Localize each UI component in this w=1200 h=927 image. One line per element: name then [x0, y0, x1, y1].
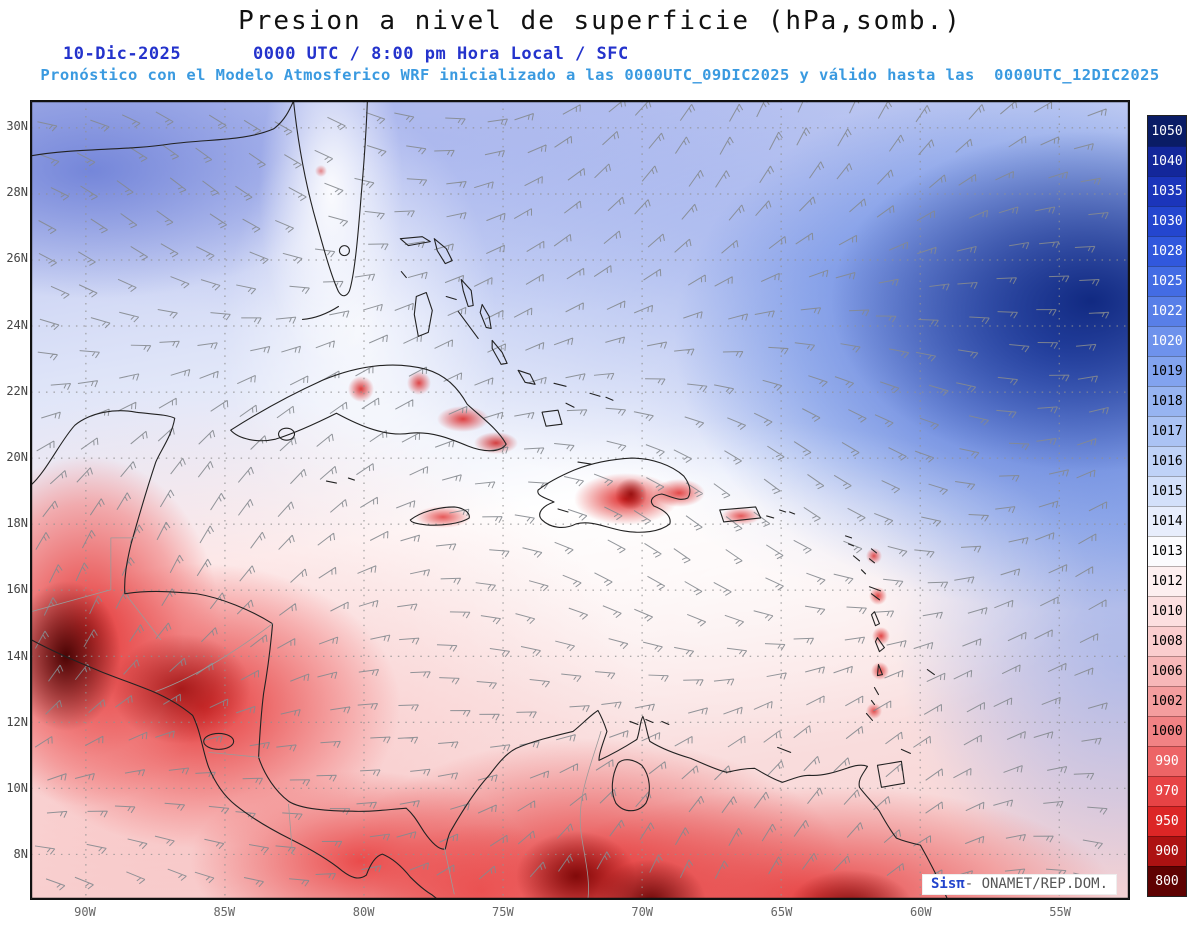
colorbar-level: 1025: [1148, 266, 1186, 296]
lat-label: 12N: [6, 714, 28, 729]
colorbar-level: 1014: [1148, 506, 1186, 536]
coastline-cayman-islands: [325, 477, 355, 484]
lon-label: 65W: [770, 905, 793, 919]
colorbar-level: 1028: [1148, 236, 1186, 266]
valid-datetime-line: 10-Dic-2025 0000 UTC / 8:00 pm Hora Loca…: [0, 44, 1200, 64]
colorbar-level: 1022: [1148, 296, 1186, 326]
lat-label: 20N: [6, 450, 28, 464]
lon-label: 85W: [213, 905, 236, 919]
colorbar-level: 1015: [1148, 476, 1186, 506]
map-frame: [31, 101, 1129, 899]
colorbar-level: 950: [1148, 806, 1186, 836]
colorbar-level: 1016: [1148, 446, 1186, 476]
coastline-central-america-pacific: [31, 639, 438, 899]
lakes: [203, 732, 650, 812]
colorbar-level: 1000: [1148, 716, 1186, 746]
lat-label: 8N: [13, 847, 28, 862]
colorbar-level: 1006: [1148, 656, 1186, 686]
colorbar-level: 1010: [1148, 596, 1186, 626]
colorbar-level: 900: [1148, 836, 1186, 866]
lat-label: 30N: [6, 119, 28, 133]
colorbar-level: 1050: [1148, 116, 1186, 146]
lon-label: 70W: [631, 905, 654, 919]
lon-label: 75W: [492, 905, 514, 919]
coastline-hispaniola: [537, 457, 691, 533]
colorbar-level: 1035: [1148, 176, 1186, 206]
pressure-map: [30, 100, 1130, 900]
lat-label: 14N: [6, 648, 28, 663]
colorbar-level: 1040: [1148, 146, 1186, 176]
valid-date: 10-Dic-2025: [63, 44, 182, 64]
colorbar-level: 1002: [1148, 686, 1186, 716]
coastline-puerto-rico-virgin-islands: [719, 506, 796, 523]
lon-label: 60W: [909, 905, 932, 919]
colorbar-level: 1020: [1148, 326, 1186, 356]
colorbar-level: 800: [1148, 866, 1186, 896]
coastline-us-gulf-florida: [31, 101, 368, 321]
coastline-central-south-america-caribbean: [31, 410, 948, 899]
country-borders: [31, 537, 602, 899]
colorbar-level: 1019: [1148, 356, 1186, 386]
colorbar-level: 970: [1148, 776, 1186, 806]
lat-label: 22N: [6, 383, 28, 398]
lat-label: 18N: [6, 516, 28, 531]
colorbar-level: 1018: [1148, 386, 1186, 416]
valid-time: 0000 UTC / 8:00 pm Hora Local / SFC: [253, 44, 629, 64]
coastline-bahamas: [399, 236, 614, 427]
watermark: Sisπ- ONAMET/REP.DOM.: [922, 874, 1118, 895]
watermark-brand: Sisπ: [931, 876, 965, 892]
lat-label: 26N: [6, 251, 28, 266]
lon-label: 80W: [352, 905, 375, 919]
lat-label: 28N: [6, 185, 28, 200]
lat-label: 10N: [6, 781, 28, 795]
colorbar-level: 1012: [1148, 566, 1186, 596]
colorbar-level: 1030: [1148, 206, 1186, 236]
forecast-info-line: Pronóstico con el Modelo Atmosferico WRF…: [40, 66, 1160, 84]
colorbar-level: 990: [1148, 746, 1186, 776]
watermark-text: - ONAMET/REP.DOM.: [964, 876, 1109, 892]
graticule-windbarb-layer: [31, 101, 1129, 899]
colorbar-level: 1017: [1148, 416, 1186, 446]
lat-label: 16N: [6, 582, 28, 597]
wind-barbs: [34, 101, 1110, 891]
lon-label: 55W: [1049, 905, 1071, 919]
lat-label: 24N: [6, 317, 28, 332]
coastlines-layer: [31, 101, 1129, 899]
lon-label: 90W: [74, 905, 96, 919]
pressure-colorbar: 1050 1040 1035 1030 1028 1025 1022 1020 1019 1018…: [1147, 115, 1187, 897]
coastline-jamaica: [409, 506, 470, 526]
colorbar-level: 1008: [1148, 626, 1186, 656]
colorbar-level: 1013: [1148, 536, 1186, 566]
coastline-lesser-antilles: [629, 535, 935, 788]
coastline-cuba: [230, 364, 507, 452]
page-title: Presion a nivel de superficie (hPa,somb.…: [238, 6, 962, 36]
